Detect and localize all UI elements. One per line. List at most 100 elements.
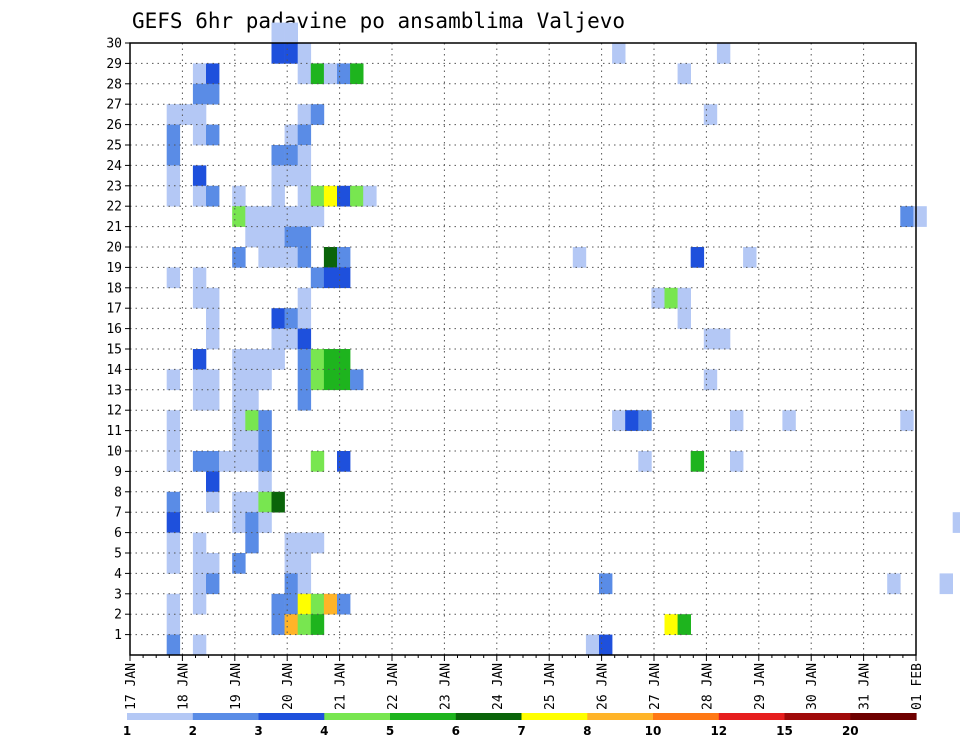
- heatmap-cell: [297, 226, 312, 248]
- heatmap-cell: [166, 634, 181, 656]
- y-tick-label: 5: [114, 547, 122, 562]
- heatmap-cell: [192, 287, 207, 309]
- heatmap-cell: [232, 185, 246, 207]
- heatmap-cell: [206, 328, 220, 350]
- heatmap-cell: [245, 369, 259, 391]
- heatmap-cell: [232, 491, 246, 513]
- heatmap-cell: [297, 145, 312, 166]
- heatmap-cell: [192, 553, 207, 574]
- heatmap-cell: [245, 410, 259, 431]
- heatmap-cell: [703, 104, 718, 125]
- heatmap-cell: [258, 369, 272, 391]
- heatmap-cell: [310, 369, 325, 391]
- heatmap-cell: [297, 593, 312, 615]
- heatmap-cell: [651, 287, 665, 309]
- heatmap-cell: [337, 593, 351, 615]
- heatmap-cell: [310, 63, 325, 85]
- colorbar-swatch: [653, 713, 720, 720]
- heatmap-cell: [585, 634, 600, 656]
- y-tick-label: 25: [106, 139, 122, 154]
- heatmap-cell: [232, 410, 246, 431]
- colorbar-swatch: [258, 713, 325, 720]
- heatmap-cell: [323, 593, 338, 615]
- heatmap-cell: [192, 83, 207, 105]
- heatmap-cell: [297, 104, 312, 125]
- heatmap-cell: [677, 308, 691, 329]
- heatmap-cell: [310, 206, 325, 227]
- heatmap-cell: [192, 185, 207, 207]
- heatmap-cell: [310, 614, 325, 635]
- heatmap-cell: [192, 532, 207, 554]
- y-tick-label: 15: [106, 343, 122, 358]
- heatmap-cell: [271, 185, 285, 207]
- y-axis: 1234567891011121314151617181920212223242…: [106, 37, 130, 643]
- heatmap-cell: [599, 634, 613, 656]
- heatmap-cell: [206, 369, 220, 391]
- x-tick-label: 20 JAN: [281, 663, 296, 710]
- heatmap-cell: [166, 614, 181, 635]
- colorbar-label: 4: [320, 724, 328, 738]
- colorbar-swatch: [390, 713, 457, 720]
- heatmap-cell: [206, 63, 220, 85]
- heatmap-cell: [297, 185, 312, 207]
- y-tick-label: 20: [106, 241, 122, 256]
- heatmap-cell: [192, 389, 207, 411]
- heatmap-cell: [245, 491, 259, 513]
- heatmap-cell: [939, 573, 953, 595]
- y-tick-label: 22: [106, 200, 122, 215]
- heatmap-cell: [284, 573, 298, 595]
- heatmap-cell: [271, 328, 285, 350]
- heatmap-cell: [900, 206, 914, 227]
- heatmap-cell: [677, 287, 691, 309]
- heatmap-cell: [192, 573, 207, 595]
- colorbar-label: 6: [452, 724, 460, 738]
- heatmap-cell: [297, 124, 312, 146]
- heatmap-cell: [716, 328, 731, 350]
- colorbar-swatch: [784, 713, 851, 720]
- heatmap-cell: [206, 124, 220, 146]
- heatmap-cell: [337, 185, 351, 207]
- y-tick-label: 30: [106, 37, 122, 52]
- heatmap-cell: [952, 512, 960, 533]
- heatmap-cell: [192, 451, 207, 472]
- heatmap-cell: [664, 287, 678, 309]
- y-tick-label: 10: [106, 445, 122, 460]
- heatmap-cell: [323, 267, 338, 289]
- heatmap-cell: [271, 226, 285, 248]
- x-tick-label: 22 JAN: [386, 663, 401, 710]
- heatmap-cell: [284, 532, 298, 554]
- heatmap-cell: [284, 43, 298, 64]
- heatmap-cell: [284, 206, 298, 227]
- heatmap-cell: [179, 104, 194, 125]
- heatmap-cell: [258, 471, 272, 493]
- y-tick-label: 4: [114, 567, 122, 582]
- heatmap-cell: [258, 512, 272, 533]
- x-tick-label: 18 JAN: [176, 663, 191, 710]
- x-tick-label: 28 JAN: [700, 663, 715, 710]
- heatmap-cell: [323, 349, 338, 370]
- y-tick-label: 1: [114, 628, 122, 643]
- heatmap-cell: [284, 226, 298, 248]
- heatmap-cell: [271, 22, 285, 44]
- colorbar-label: 15: [776, 724, 793, 738]
- heatmap-cell: [258, 206, 272, 227]
- heatmap-cells: [166, 22, 960, 656]
- heatmap-cell: [192, 349, 207, 370]
- colorbar-label: 1: [123, 724, 131, 738]
- y-tick-label: 29: [106, 57, 122, 72]
- heatmap-cell: [297, 369, 312, 391]
- x-tick-label: 25 JAN: [543, 663, 558, 710]
- heatmap-cell: [166, 410, 181, 431]
- heatmap-cell: [716, 43, 731, 64]
- heatmap-cell: [192, 634, 207, 656]
- heatmap-cell: [192, 165, 207, 187]
- heatmap-cell: [703, 369, 718, 391]
- heatmap-cell: [363, 185, 377, 207]
- heatmap-cell: [232, 430, 246, 452]
- heatmap-cell: [271, 165, 285, 187]
- colorbar-label: 20: [842, 724, 859, 738]
- colorbar-label: 3: [254, 724, 262, 738]
- heatmap-cell: [599, 573, 613, 595]
- x-tick-label: 24 JAN: [491, 663, 506, 710]
